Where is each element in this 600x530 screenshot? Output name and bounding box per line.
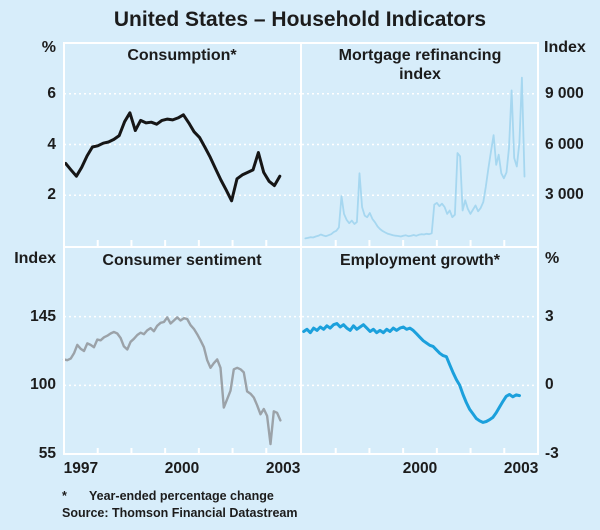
- employment-line: [302, 322, 521, 424]
- y-axis-unit-index-top-right: Index: [544, 39, 586, 56]
- y-axis-unit-index-bottom-left: Index: [14, 250, 56, 267]
- footnote-asterisk: *: [62, 489, 67, 503]
- y-tick-label: -3: [545, 445, 559, 462]
- x-year-label: 2000: [164, 460, 200, 477]
- chart-footnotes: * Year-ended percentage change Source: T…: [62, 488, 297, 521]
- y-tick-label: 4: [47, 135, 56, 153]
- x-year-label: 1997: [63, 460, 99, 477]
- y-tick-label: 6: [47, 84, 56, 102]
- y-tick-label: 0: [545, 376, 554, 394]
- y-tick-label: 3: [545, 307, 554, 325]
- x-year-label: 2003: [265, 460, 301, 477]
- y-tick-label: 2: [47, 186, 56, 204]
- y-tick-label: 55: [38, 445, 56, 462]
- panel-title-consumer-sentiment: Consumer sentiment: [102, 252, 262, 269]
- y-tick-label: 9 000: [545, 84, 584, 102]
- y-axis-unit-percent-bottom-right: %: [545, 250, 560, 267]
- y-axis-unit-percent-top-left: %: [41, 39, 56, 56]
- y-tick-label: 3 000: [545, 186, 584, 204]
- panel-title-employment-growth: Employment growth*: [339, 252, 500, 269]
- mortgage-line: [304, 76, 526, 240]
- x-year-label: 2000: [402, 460, 438, 477]
- source-text: Source: Thomson Financial Datastream: [62, 505, 298, 520]
- x-year-label: 2003: [503, 460, 539, 477]
- footnote-text: Year-ended percentage change: [89, 489, 274, 503]
- chart-title: United States – Household Indicators: [113, 8, 487, 31]
- consumption-line: [64, 111, 282, 203]
- y-tick-label: 100: [30, 376, 56, 394]
- y-tick-label: 6 000: [545, 135, 584, 153]
- panel-title-consumption: Consumption*: [127, 47, 237, 64]
- y-tick-label: 145: [30, 307, 56, 325]
- panel-title-mortgage-refinancing: Mortgage refinancing index: [338, 47, 502, 83]
- sentiment-line: [62, 316, 282, 446]
